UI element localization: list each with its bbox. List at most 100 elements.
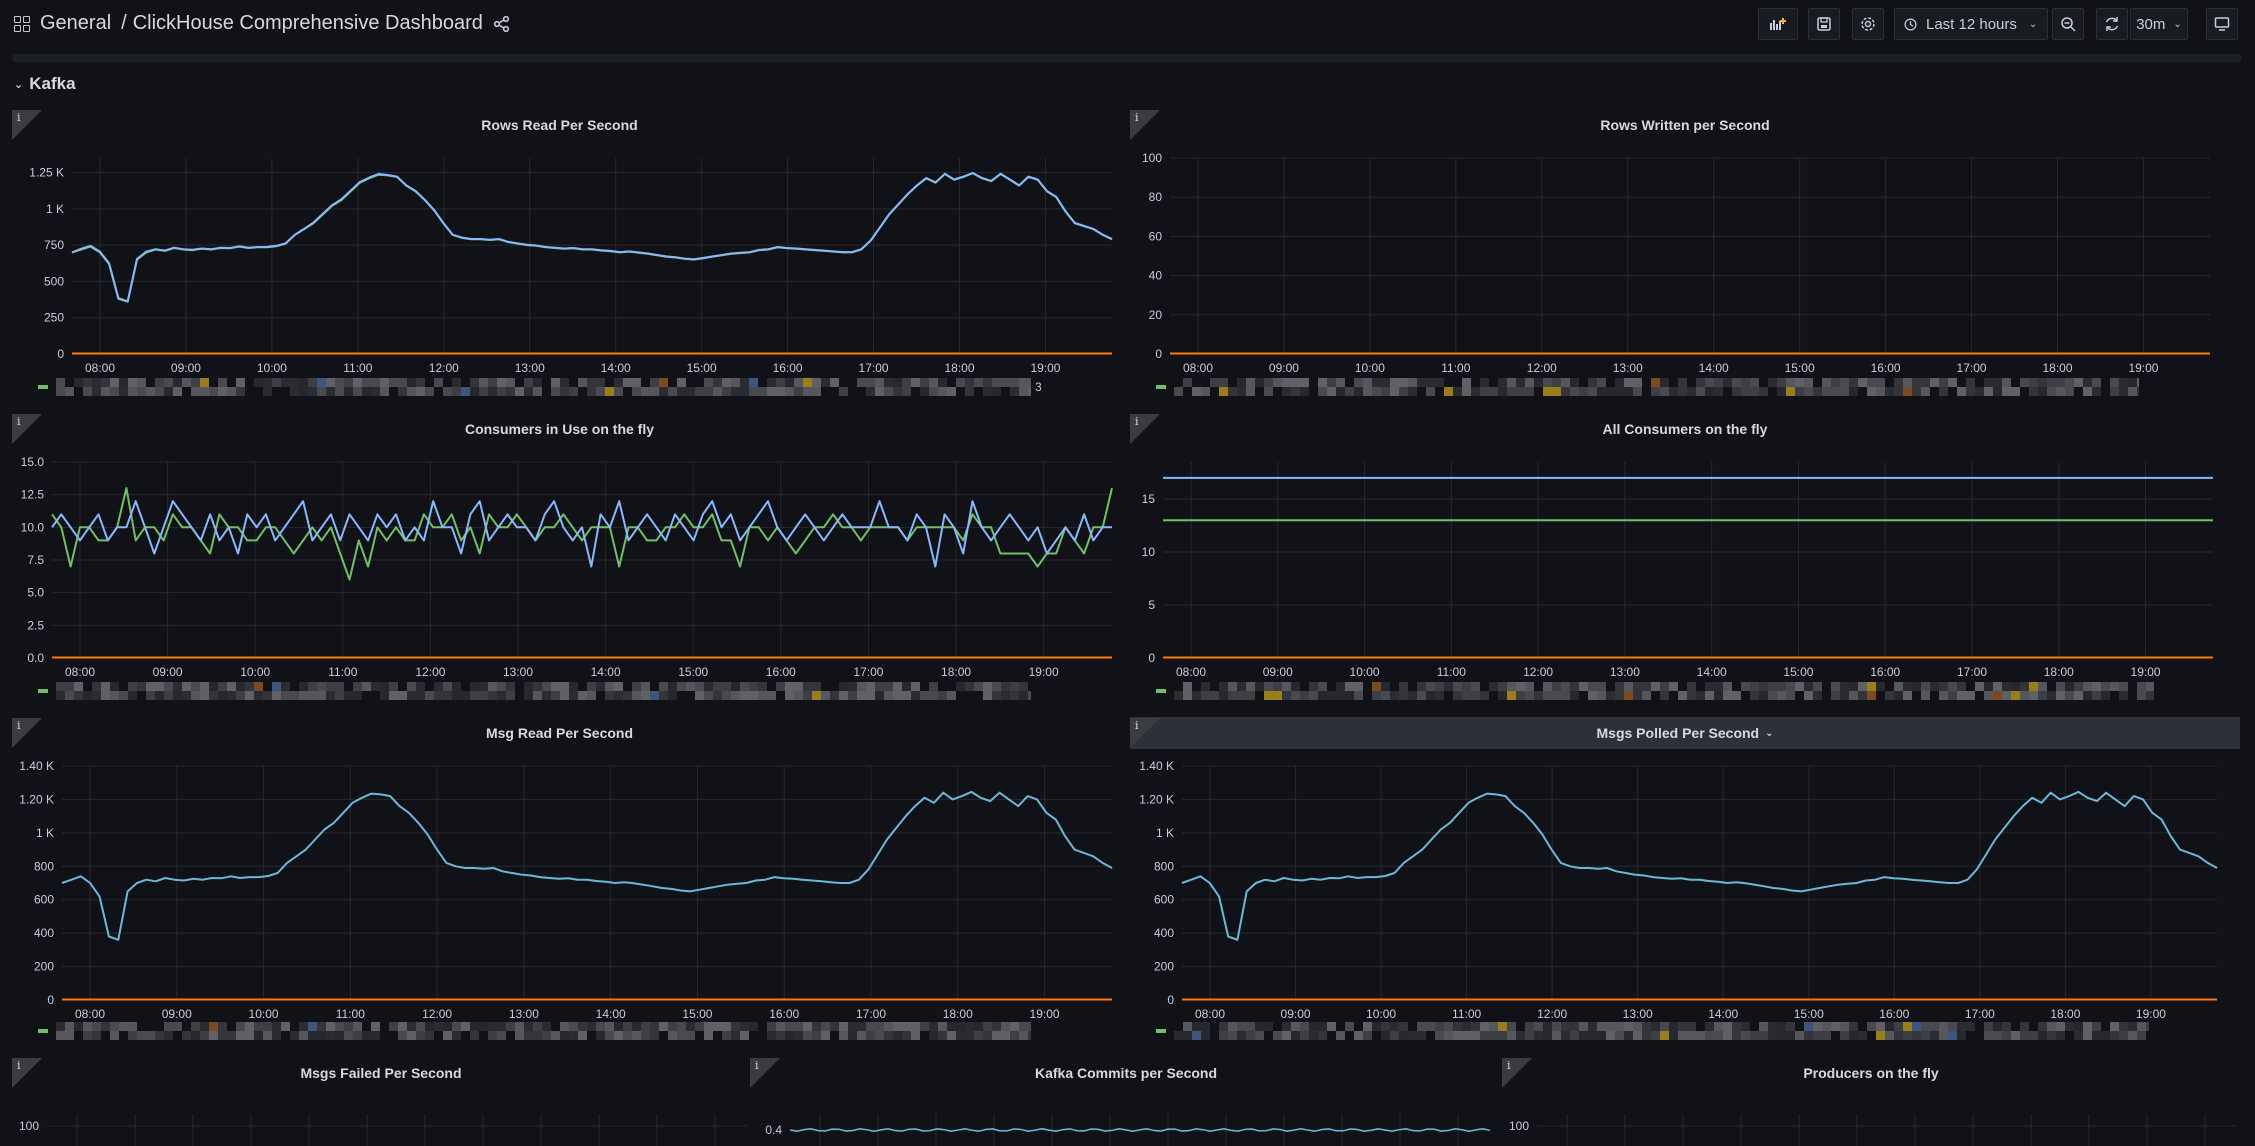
info-icon[interactable]: i <box>1135 111 1139 124</box>
legend-pixel <box>83 1022 92 1031</box>
panel-title[interactable]: Kafka Commits per Second <box>750 1057 1502 1089</box>
legend-pixel <box>506 682 515 691</box>
time-range-picker[interactable]: Last 12 hours ⌄ <box>1894 8 2048 40</box>
save-dashboard-button[interactable] <box>1808 8 1840 40</box>
legend-pixel <box>1777 1022 1786 1031</box>
zoom-out-button[interactable] <box>2052 8 2084 40</box>
info-icon[interactable]: i <box>1135 415 1139 428</box>
panel-info-corner[interactable] <box>750 1058 780 1088</box>
legend-pixel <box>641 387 650 396</box>
chart-plot[interactable]: 0 5 10 15 08:00 09:00 10:00 11:00 12:00 13:00 14:0… <box>1142 462 2213 679</box>
panel-msgs-polled-per-second[interactable]: Msgs Polled Per Second ⌄ i 0 200 400 600 800 1 K… <box>1130 717 2240 1048</box>
legend-pixel <box>2038 691 2047 700</box>
refresh-interval-picker[interactable]: 30m ⌄ <box>2130 8 2188 40</box>
legend-pixel <box>974 378 983 387</box>
chart-plot[interactable]: 0 20 40 60 80 100 08:00 09:00 10:00 11:00 12:00 13:… <box>1142 151 2210 375</box>
share-icon[interactable] <box>493 15 511 33</box>
legend-pixel <box>1273 1031 1282 1040</box>
info-icon[interactable]: i <box>17 415 21 428</box>
breadcrumb-folder[interactable]: General <box>40 12 112 34</box>
tv-mode-button[interactable] <box>2206 8 2238 40</box>
panel-kafka-commits-per-second[interactable]: Kafka Commits per Second i 0.4 <box>750 1058 1502 1146</box>
chart-plot[interactable]: 0.4 <box>765 1106 1491 1146</box>
panel-title[interactable]: All Consumers on the fly <box>1130 413 2240 445</box>
legend-pixel <box>659 691 668 700</box>
panel-info-corner[interactable] <box>12 1058 42 1088</box>
info-icon[interactable]: i <box>17 719 21 732</box>
info-icon[interactable]: i <box>17 1059 21 1072</box>
panel-info-corner[interactable] <box>1502 1058 1532 1088</box>
legend-pixel <box>1642 1022 1651 1031</box>
panel-msg-read-per-second[interactable]: Msg Read Per Second i 0 200 400 600 800 1 K 1.20… <box>12 717 1113 1048</box>
legend-pixel <box>983 682 992 691</box>
dashboard-title[interactable]: ClickHouse Comprehensive Dashboard <box>132 12 483 34</box>
legend-pixel <box>803 1031 812 1040</box>
panel-rows-read-per-second[interactable]: Rows Read Per Second i 0 250 500 750 1 K 1.25 K… <box>12 109 1113 404</box>
legend-pixel <box>1696 387 1705 396</box>
refresh-button[interactable] <box>2096 8 2128 40</box>
panel-title[interactable]: Rows Written per Second <box>1130 109 2240 141</box>
legend-pixel <box>587 387 596 396</box>
chart-plot[interactable]: 0 200 400 600 800 1 K 1.20 K 1.40 K 08:00 09:00 10… <box>19 759 1113 1021</box>
panel-info-corner[interactable] <box>12 414 42 444</box>
panel-info-corner[interactable] <box>12 718 42 748</box>
chart-plot[interactable]: 0 250 500 750 1 K 1.25 K 08:00 09:00 10:00 11:00 1… <box>29 158 1113 375</box>
chart-legend[interactable] <box>1156 1022 2191 1040</box>
legend-pixel <box>2074 378 2083 387</box>
legend-pixel <box>416 1022 425 1031</box>
panel-info-corner[interactable] <box>1130 110 1160 140</box>
chart-legend[interactable] <box>1156 682 2196 700</box>
apps-grid-icon[interactable] <box>14 15 30 32</box>
legend-pixel <box>1354 682 1363 691</box>
panel-consumers-in-use-on-the-fly[interactable]: Consumers in Use on the fly i 0.0 2.5 5.0 7.5… <box>12 413 1113 708</box>
panel-title[interactable]: Msg Read Per Second <box>12 717 1107 749</box>
info-icon[interactable]: i <box>17 111 21 124</box>
dashboard-settings-button[interactable] <box>1852 8 1884 40</box>
chart-legend[interactable]: 3 <box>38 378 1073 396</box>
legend-pixel <box>452 1031 461 1040</box>
legend-pixel <box>1660 682 1669 691</box>
legend-pixel <box>1795 378 1804 387</box>
legend-pixel <box>2020 1022 2029 1031</box>
legend-pixel <box>974 1022 983 1031</box>
legend-pixel <box>533 1031 542 1040</box>
panel-title[interactable]: Msgs Polled Per Second ⌄ <box>1130 717 2240 749</box>
legend-pixel <box>1606 1031 1615 1040</box>
top-scrollbar[interactable] <box>12 54 2242 62</box>
panel-title[interactable]: Consumers in Use on the fly <box>12 413 1107 445</box>
chart-legend[interactable] <box>1156 378 2181 396</box>
legend-pixel <box>884 387 893 396</box>
legend-pixel <box>659 682 668 691</box>
panel-title[interactable]: Msgs Failed Per Second <box>12 1057 750 1089</box>
legend-pixel <box>731 682 740 691</box>
y-tick-label: 0 <box>57 347 64 361</box>
legend-pixel <box>1354 691 1363 700</box>
legend-pixel <box>803 378 812 387</box>
panel-info-corner[interactable] <box>1130 718 1160 748</box>
panel-rows-written-per-second[interactable]: Rows Written per Second i 0 20 40 60 80 100 08:0… <box>1130 110 2240 404</box>
info-icon[interactable]: i <box>755 1059 759 1072</box>
chart-legend[interactable] <box>38 1022 1073 1040</box>
legend-pixel <box>1921 1031 1930 1040</box>
row-header-kafka[interactable]: ⌄ Kafka <box>14 74 76 94</box>
info-icon[interactable]: i <box>1507 1059 1511 1072</box>
panel-title[interactable]: Producers on the fly <box>1502 1057 2240 1089</box>
info-icon[interactable]: i <box>1135 719 1139 732</box>
chart-legend[interactable] <box>38 682 1073 700</box>
legend-pixel <box>704 378 713 387</box>
chart-svg: 0 250 500 750 1 K 1.25 K 08:00 09:00 10:00 11:00 1… <box>29 158 1113 375</box>
legend-pixel <box>155 387 164 396</box>
legend-pixel <box>1930 378 1939 387</box>
panel-title[interactable]: Rows Read Per Second <box>12 109 1107 141</box>
add-panel-button[interactable] <box>1758 8 1798 40</box>
panel-all-consumers-on-the-fly[interactable]: All Consumers on the fly i 0 5 10 15 08:00 09:0… <box>1130 414 2240 708</box>
legend-pixel <box>92 1031 101 1040</box>
panel-info-corner[interactable] <box>12 110 42 140</box>
chart-plot[interactable]: 0 200 400 600 800 1 K 1.20 K 1.40 K 08:00 09:00 10… <box>1139 759 2218 1021</box>
panel-info-corner[interactable] <box>1130 414 1160 444</box>
chart-plot[interactable]: 0.0 2.5 5.0 7.5 10.0 12.5 15.0 08:00 09:00 10:00 1… <box>21 455 1113 679</box>
